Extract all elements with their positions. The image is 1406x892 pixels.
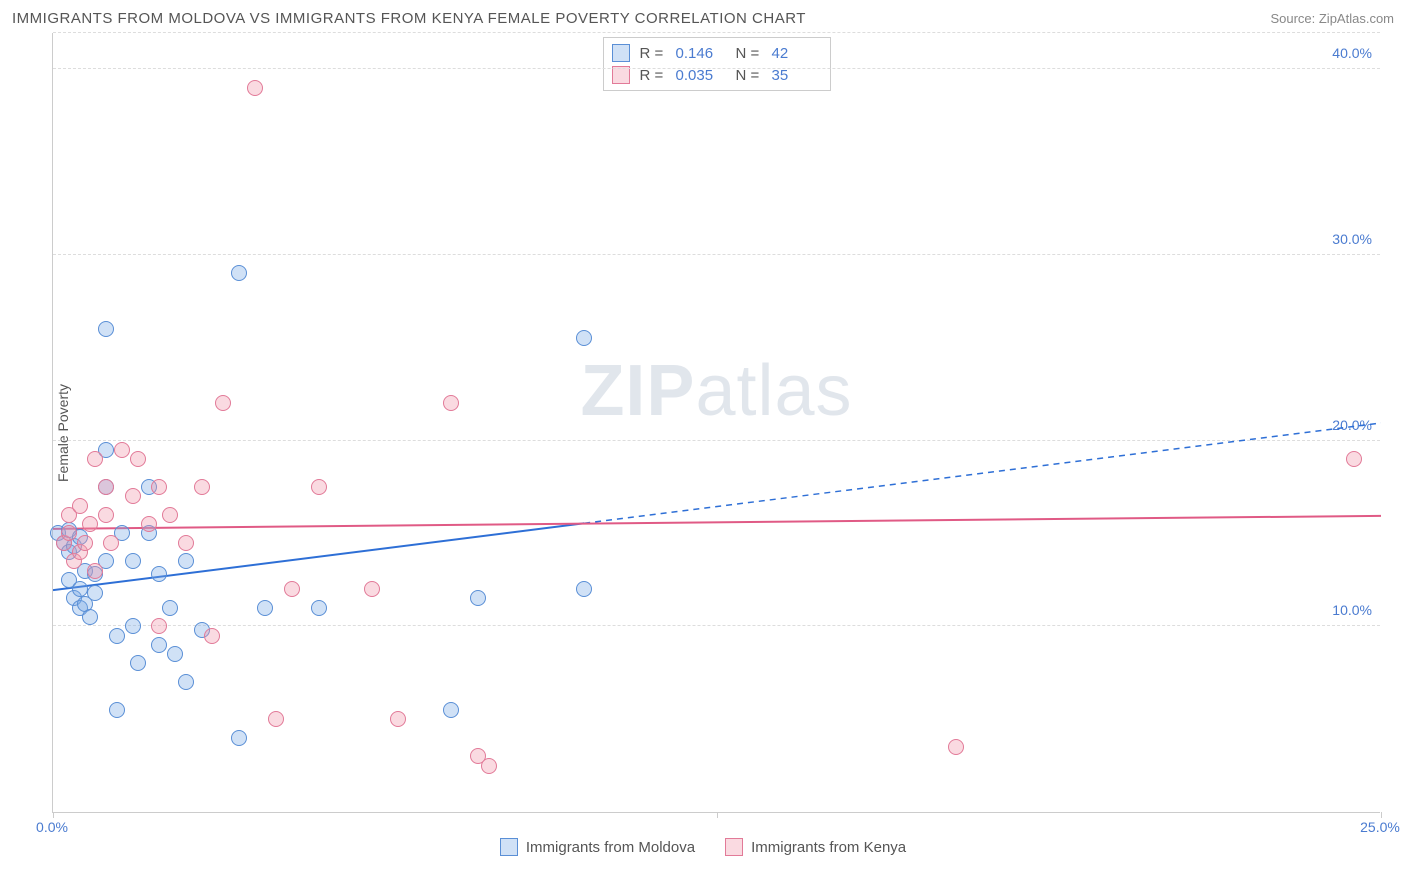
gridline [53, 254, 1380, 255]
trend-lines [53, 33, 1381, 813]
data-point [98, 479, 114, 495]
x-tick [53, 812, 54, 818]
data-point [1346, 451, 1362, 467]
data-point [178, 553, 194, 569]
data-point [194, 479, 210, 495]
data-point [151, 479, 167, 495]
data-point [109, 628, 125, 644]
data-point [87, 451, 103, 467]
x-tick-label: 0.0% [36, 819, 68, 835]
gridline [53, 440, 1380, 441]
data-point [268, 711, 284, 727]
data-point [390, 711, 406, 727]
data-point [247, 80, 263, 96]
legend-swatch [725, 838, 743, 856]
data-point [162, 600, 178, 616]
gridline [53, 68, 1380, 69]
data-point [576, 330, 592, 346]
data-point [130, 655, 146, 671]
legend-stats-row: R = 0.146 N = 42 [612, 42, 822, 64]
data-point [98, 321, 114, 337]
data-point [72, 498, 88, 514]
legend-series-item: Immigrants from Kenya [725, 838, 906, 856]
legend-swatch [500, 838, 518, 856]
correlation-chart: IMMIGRANTS FROM MOLDOVA VS IMMIGRANTS FR… [8, 8, 1398, 884]
x-tick [717, 812, 718, 818]
data-point [948, 739, 964, 755]
legend-series-label: Immigrants from Moldova [526, 839, 695, 856]
data-point [257, 600, 273, 616]
data-point [87, 585, 103, 601]
legend-swatch [612, 44, 630, 62]
data-point [364, 581, 380, 597]
data-point [576, 581, 592, 597]
data-point [151, 618, 167, 634]
data-point [82, 609, 98, 625]
data-point [231, 730, 247, 746]
legend-series-item: Immigrants from Moldova [500, 838, 695, 856]
data-point [178, 535, 194, 551]
x-tick [1381, 812, 1382, 818]
r-label: R = [640, 45, 666, 62]
data-point [103, 535, 119, 551]
data-point [231, 265, 247, 281]
chart-title: IMMIGRANTS FROM MOLDOVA VS IMMIGRANTS FR… [12, 10, 806, 27]
legend-series: Immigrants from Moldova Immigrants from K… [8, 838, 1398, 856]
plot-area: ZIPatlas R =0.146N =42R =0.035N =35 10.0… [52, 33, 1380, 813]
data-point [130, 451, 146, 467]
data-point [125, 553, 141, 569]
data-point [82, 516, 98, 532]
data-point [311, 479, 327, 495]
data-point [215, 395, 231, 411]
data-point [77, 535, 93, 551]
data-point [481, 758, 497, 774]
data-point [141, 516, 157, 532]
data-point [443, 702, 459, 718]
title-row: IMMIGRANTS FROM MOLDOVA VS IMMIGRANTS FR… [8, 8, 1398, 33]
y-tick-label: 30.0% [1332, 231, 1372, 247]
data-point [109, 702, 125, 718]
data-point [114, 442, 130, 458]
y-tick-label: 10.0% [1332, 602, 1372, 618]
legend-stats: R =0.146N =42R =0.035N =35 [603, 37, 831, 91]
data-point [167, 646, 183, 662]
y-tick-label: 40.0% [1332, 45, 1372, 61]
data-point [87, 563, 103, 579]
data-point [470, 590, 486, 606]
data-point [311, 600, 327, 616]
x-tick-label: 25.0% [1360, 819, 1400, 835]
data-point [178, 674, 194, 690]
r-value: 0.146 [676, 45, 726, 62]
data-point [204, 628, 220, 644]
data-point [443, 395, 459, 411]
data-point [151, 566, 167, 582]
gridline [53, 625, 1380, 626]
data-point [98, 507, 114, 523]
data-point [162, 507, 178, 523]
n-label: N = [736, 45, 762, 62]
legend-series-label: Immigrants from Kenya [751, 839, 906, 856]
data-point [284, 581, 300, 597]
y-tick-label: 20.0% [1332, 417, 1372, 433]
source-label: Source: ZipAtlas.com [1270, 11, 1394, 26]
data-point [125, 488, 141, 504]
data-point [151, 637, 167, 653]
data-point [125, 618, 141, 634]
n-value: 42 [772, 45, 822, 62]
gridline [53, 32, 1380, 33]
data-point [72, 581, 88, 597]
watermark: ZIPatlas [580, 350, 852, 432]
data-point [61, 525, 77, 541]
plot-outer: Female Poverty ZIPatlas R =0.146N =42R =… [8, 33, 1396, 833]
